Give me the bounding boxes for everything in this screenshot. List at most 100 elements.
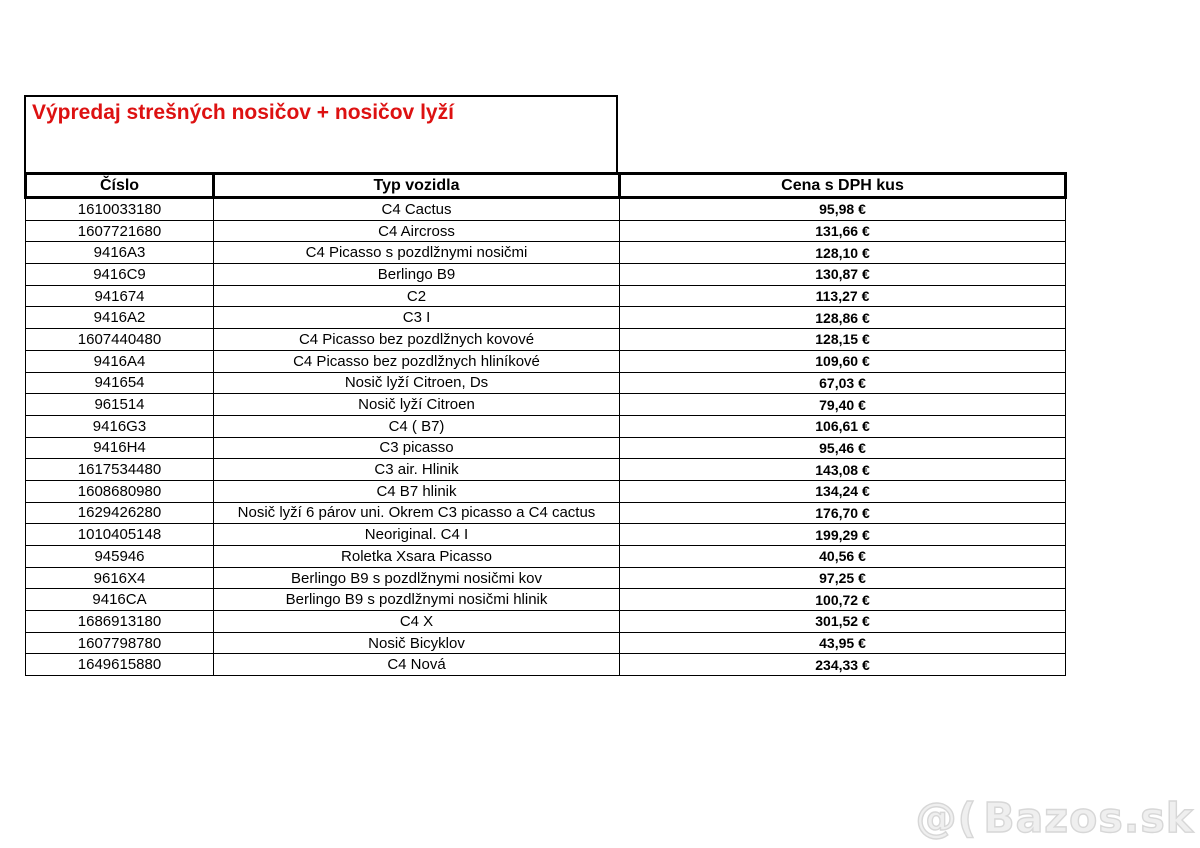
- price-cell: 128,15 €: [619, 328, 1066, 351]
- table-row: 1608680980 C4 B7 hlinik 134,24 €: [25, 479, 1066, 503]
- bazos-watermark-text: Bazos.sk: [983, 793, 1194, 842]
- item-number-cell: 941654: [25, 371, 214, 395]
- vehicle-type-cell: Roletka Xsara Picasso: [213, 545, 620, 568]
- vehicle-type-cell: C3 picasso: [213, 436, 620, 460]
- table-row: 945946 Roletka Xsara Picasso 40,56 €: [25, 545, 1066, 568]
- price-cell: 134,24 €: [619, 479, 1066, 503]
- price-cell: 106,61 €: [619, 414, 1066, 438]
- item-number-cell: 1610033180: [25, 197, 214, 221]
- page-title: Výpredaj strešných nosičov + nosičov lyž…: [32, 101, 454, 124]
- bazos-watermark: @(Bazos.sk: [915, 793, 1194, 842]
- vehicle-type-cell: C4 Picasso bez pozdlžnych hliníkové: [213, 349, 620, 373]
- price-cell: 95,98 €: [619, 197, 1066, 221]
- vehicle-type-cell: C2: [213, 284, 620, 308]
- table-header: Číslo Typ vozidla Cena s DPH kus: [24, 172, 1067, 199]
- vehicle-type-cell: C3 air. Hlinik: [213, 458, 620, 481]
- price-cell: 301,52 €: [619, 610, 1066, 633]
- item-number-cell: 9416C9: [25, 263, 214, 286]
- vehicle-type-cell: Nosič lyží 6 párov uni. Okrem C3 picasso…: [213, 501, 620, 525]
- vehicle-type-cell: C4 Nová: [213, 653, 620, 677]
- vehicle-type-cell: Berlingo B9 s pozdlžnymi nosičmi hlinik: [213, 588, 620, 612]
- vehicle-type-cell: C4 Cactus: [213, 197, 620, 221]
- column-header-price: Cena s DPH kus: [618, 172, 1067, 199]
- vehicle-type-cell: C4 Aircross: [213, 219, 620, 243]
- price-cell: 131,66 €: [619, 219, 1066, 243]
- table-row: 1629426280 Nosič lyží 6 párov uni. Okrem …: [25, 501, 1066, 525]
- table-row: 9416A4 C4 Picasso bez pozdlžnych hliníkov…: [25, 349, 1066, 373]
- table-row: 1610033180 C4 Cactus 95,98 €: [25, 197, 1066, 221]
- price-cell: 199,29 €: [619, 523, 1066, 546]
- item-number-cell: 9616X4: [25, 566, 214, 590]
- item-number-cell: 9416G3: [25, 414, 214, 438]
- price-cell: 97,25 €: [619, 566, 1066, 590]
- item-number-cell: 9416A4: [25, 349, 214, 373]
- table-row: 1649615880 C4 Nová 234,33 €: [25, 653, 1066, 677]
- item-number-cell: 1607440480: [25, 328, 214, 351]
- vehicle-type-cell: Nosič Bicyklov: [213, 631, 620, 655]
- price-cell: 43,95 €: [619, 631, 1066, 655]
- item-number-cell: 1608680980: [25, 479, 214, 503]
- item-number-cell: 1010405148: [25, 523, 214, 546]
- item-number-cell: 941674: [25, 284, 214, 308]
- table-row: 1010405148 Neoriginal. C4 I 199,29 €: [25, 523, 1066, 546]
- vehicle-type-cell: C4 Picasso s pozdlžnymi nosičmi: [213, 241, 620, 265]
- item-number-cell: 1617534480: [25, 458, 214, 481]
- vehicle-type-cell: Nosič lyží Citroen, Ds: [213, 371, 620, 395]
- price-cell: 128,10 €: [619, 241, 1066, 265]
- item-number-cell: 1686913180: [25, 610, 214, 633]
- price-cell: 130,87 €: [619, 263, 1066, 286]
- item-number-cell: 9416A3: [25, 241, 214, 265]
- price-cell: 176,70 €: [619, 501, 1066, 525]
- item-number-cell: 9416H4: [25, 436, 214, 460]
- vehicle-type-cell: C4 ( B7): [213, 414, 620, 438]
- table-row: 9416A2 C3 I 128,86 €: [25, 306, 1066, 330]
- table-row: 941674 C2 113,27 €: [25, 284, 1066, 308]
- table-header-row: Číslo Typ vozidla Cena s DPH kus: [24, 172, 1067, 199]
- bazos-watermark-at-icon: @(: [915, 793, 978, 842]
- table-row: 961514 Nosič lyží Citroen 79,40 €: [25, 393, 1066, 416]
- table-row: 1607721680 C4 Aircross 131,66 €: [25, 219, 1066, 243]
- table-row: 1617534480 C3 air. Hlinik 143,08 €: [25, 458, 1066, 481]
- column-header-vehicle-type: Typ vozidla: [212, 172, 621, 199]
- price-cell: 234,33 €: [619, 653, 1066, 677]
- table-row: 1607440480 C4 Picasso bez pozdlžnych kovo…: [25, 328, 1066, 351]
- table-row: 9416C9 Berlingo B9 130,87 €: [25, 263, 1066, 286]
- price-cell: 79,40 €: [619, 393, 1066, 416]
- item-number-cell: 9416A2: [25, 306, 214, 330]
- vehicle-type-cell: C4 B7 hlinik: [213, 479, 620, 503]
- price-cell: 128,86 €: [619, 306, 1066, 330]
- table-row: 941654 Nosič lyží Citroen, Ds 67,03 €: [25, 371, 1066, 395]
- table-row: 1686913180 C4 X 301,52 €: [25, 610, 1066, 633]
- vehicle-type-cell: Berlingo B9: [213, 263, 620, 286]
- table-row: 9416H4 C3 picasso 95,46 €: [25, 436, 1066, 460]
- vehicle-type-cell: C3 I: [213, 306, 620, 330]
- price-cell: 95,46 €: [619, 436, 1066, 460]
- price-cell: 67,03 €: [619, 371, 1066, 395]
- price-table: Číslo Typ vozidla Cena s DPH kus 1610033…: [24, 172, 1067, 677]
- table-row: 9416CA Berlingo B9 s pozdlžnymi nosičmi h…: [25, 588, 1066, 612]
- price-cell: 40,56 €: [619, 545, 1066, 568]
- vehicle-type-cell: C4 Picasso bez pozdlžnych kovové: [213, 328, 620, 351]
- table-row: 9616X4 Berlingo B9 s pozdlžnymi nosičmi k…: [25, 566, 1066, 590]
- item-number-cell: 961514: [25, 393, 214, 416]
- column-header-number: Číslo: [24, 172, 215, 199]
- price-cell: 100,72 €: [619, 588, 1066, 612]
- price-cell: 143,08 €: [619, 458, 1066, 481]
- table-row: 1607798780 Nosič Bicyklov 43,95 €: [25, 631, 1066, 655]
- item-number-cell: 1649615880: [25, 653, 214, 677]
- item-number-cell: 1629426280: [25, 501, 214, 525]
- item-number-cell: 9416CA: [25, 588, 214, 612]
- vehicle-type-cell: Neoriginal. C4 I: [213, 523, 620, 546]
- table-row: 9416A3 C4 Picasso s pozdlžnymi nosičmi 128…: [25, 241, 1066, 265]
- vehicle-type-cell: Nosič lyží Citroen: [213, 393, 620, 416]
- table-body: 1610033180 C4 Cactus 95,98 €1607721680 C4 A…: [25, 197, 1066, 677]
- item-number-cell: 1607798780: [25, 631, 214, 655]
- item-number-cell: 1607721680: [25, 219, 214, 243]
- vehicle-type-cell: Berlingo B9 s pozdlžnymi nosičmi kov: [213, 566, 620, 590]
- table-row: 9416G3 C4 ( B7) 106,61 €: [25, 414, 1066, 438]
- price-cell: 113,27 €: [619, 284, 1066, 308]
- vehicle-type-cell: C4 X: [213, 610, 620, 633]
- item-number-cell: 945946: [25, 545, 214, 568]
- price-cell: 109,60 €: [619, 349, 1066, 373]
